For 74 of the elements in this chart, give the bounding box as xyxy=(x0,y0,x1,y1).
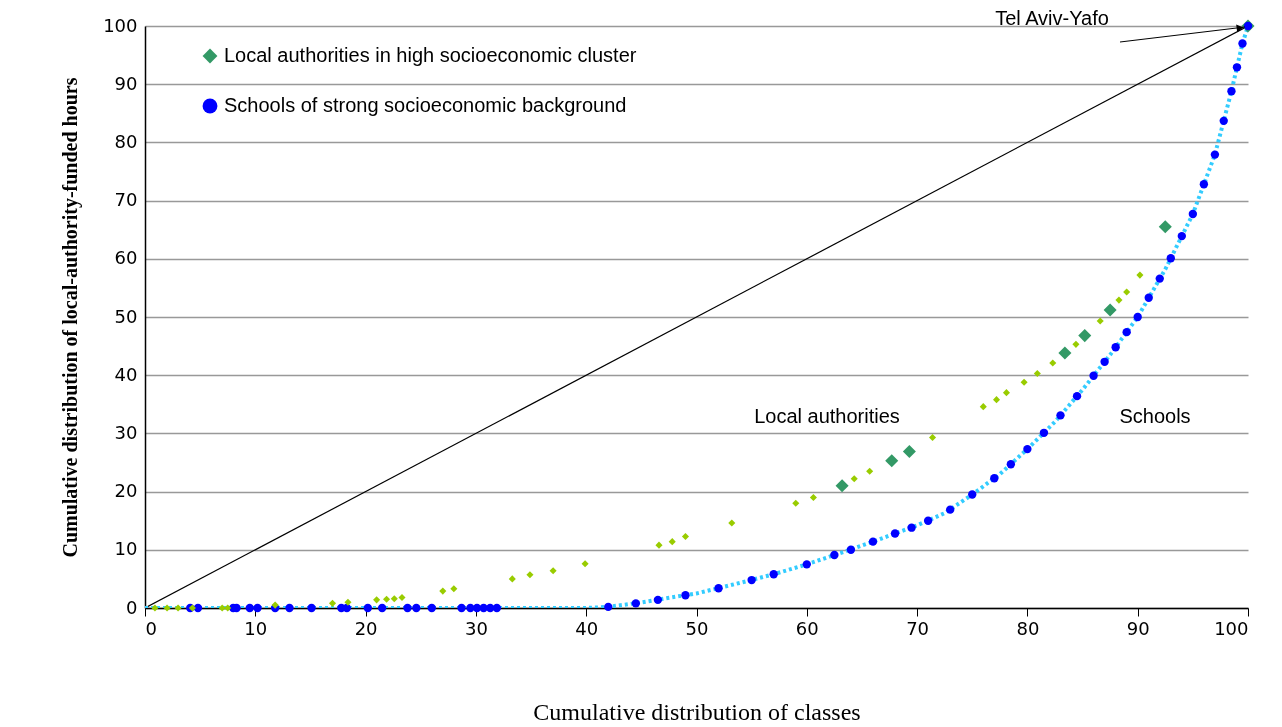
x-tick-label: 10 xyxy=(244,617,268,639)
x-tick-label: 30 xyxy=(464,617,488,639)
x-tick-label: 60 xyxy=(795,617,819,639)
y-tick-label: 70 xyxy=(114,189,138,211)
point xyxy=(549,567,557,575)
point xyxy=(224,604,232,612)
y-tick-label: 20 xyxy=(114,480,138,502)
point xyxy=(835,479,849,493)
x-tick-label: 100 xyxy=(1214,617,1249,639)
x-tick-label: 40 xyxy=(575,617,599,639)
point xyxy=(218,604,226,612)
point xyxy=(809,493,817,501)
x-tick-label: 50 xyxy=(685,617,709,639)
point xyxy=(728,519,736,527)
point xyxy=(902,444,916,458)
point xyxy=(792,499,800,507)
point xyxy=(1096,317,1104,325)
y-tick-label: 40 xyxy=(114,363,138,385)
point xyxy=(979,403,987,411)
point xyxy=(1020,378,1028,386)
y-tick-label: 10 xyxy=(114,538,138,560)
point xyxy=(929,433,937,442)
point xyxy=(866,467,874,475)
y-tick-label: 100 xyxy=(103,14,138,36)
x-tick-label: 70 xyxy=(906,617,930,639)
point xyxy=(163,604,171,612)
point xyxy=(1103,303,1117,317)
point xyxy=(344,598,352,606)
y-tick-label: 30 xyxy=(114,421,138,443)
y-tick-label: 0 xyxy=(126,596,138,618)
point xyxy=(681,532,690,540)
y-tick-label: 50 xyxy=(114,305,138,327)
y-axis-title: Cumulative distribution of local-authority-funded hours xyxy=(59,77,83,558)
point xyxy=(1115,296,1123,304)
y-tick-label: 80 xyxy=(114,130,138,152)
point xyxy=(373,596,381,604)
x-tick-label: 20 xyxy=(354,617,378,639)
point xyxy=(992,396,1001,404)
annotation: Tel Aviv-Yafo xyxy=(995,7,1109,29)
point xyxy=(1078,329,1092,343)
point xyxy=(1123,288,1131,296)
point xyxy=(526,571,534,579)
annotation: Schools xyxy=(1119,405,1191,427)
x-tick-label: 0 xyxy=(145,617,157,639)
point xyxy=(1136,271,1144,279)
x-tick-label: 90 xyxy=(1126,617,1150,639)
point xyxy=(850,475,858,483)
point xyxy=(439,587,447,595)
point xyxy=(655,541,663,549)
y-tick-label: 60 xyxy=(114,247,138,269)
point xyxy=(390,595,398,603)
point xyxy=(328,599,337,607)
point xyxy=(450,585,458,593)
point xyxy=(1033,369,1041,377)
point xyxy=(885,454,899,468)
point xyxy=(398,593,406,602)
point xyxy=(1072,340,1080,348)
x-axis-title: Cumulative distribution of classes xyxy=(533,698,861,725)
annotation: Local authorities xyxy=(754,405,900,427)
point xyxy=(581,560,589,568)
point xyxy=(174,604,182,612)
point xyxy=(1058,346,1072,360)
point xyxy=(1002,389,1010,397)
point xyxy=(1049,359,1057,367)
point xyxy=(151,604,159,612)
point xyxy=(271,601,279,609)
point xyxy=(1158,220,1172,234)
legend-label: Local authorities in high socioeconomic cluster xyxy=(224,44,637,66)
point xyxy=(668,538,676,546)
point xyxy=(508,575,516,583)
x-tick-label: 80 xyxy=(1016,617,1040,639)
point xyxy=(383,595,391,603)
legend-label: Schools of strong socioeconomic background xyxy=(224,94,627,116)
y-tick-label: 90 xyxy=(114,72,138,94)
